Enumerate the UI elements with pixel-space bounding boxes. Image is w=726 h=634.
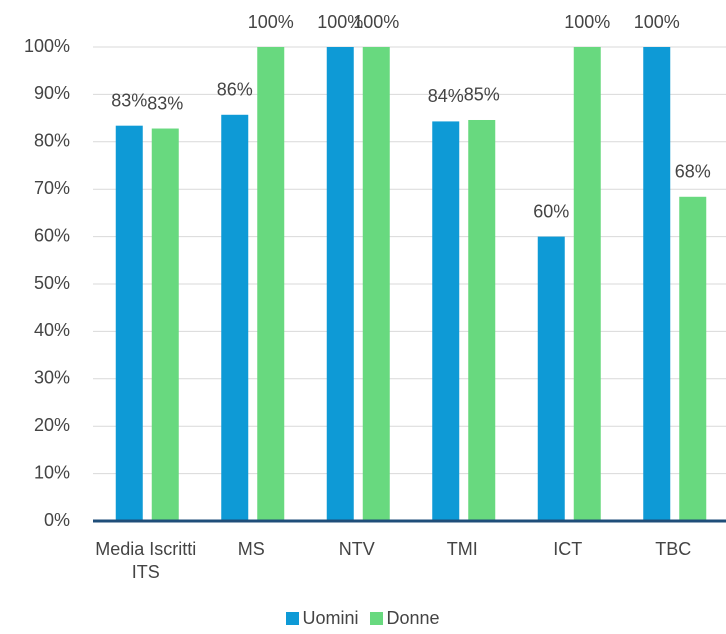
data-label: 68% <box>675 162 711 182</box>
bar <box>362 47 390 521</box>
data-label: 100% <box>248 12 294 32</box>
legend-swatch <box>370 612 384 625</box>
data-label: 100% <box>353 12 399 32</box>
bar <box>679 196 707 521</box>
bar <box>432 121 460 521</box>
y-tick-label: 10% <box>34 462 70 482</box>
y-tick-label: 100% <box>24 36 70 56</box>
data-label: 100% <box>634 12 680 32</box>
x-tick-label: Media Iscritti ITS <box>95 539 197 582</box>
y-tick-label: 20% <box>34 415 70 435</box>
y-tick-label: 50% <box>34 273 70 293</box>
y-tick-label: 30% <box>34 368 70 388</box>
bar <box>573 47 601 521</box>
data-label: 83% <box>147 93 183 113</box>
bar <box>221 114 249 522</box>
legend: Uomini Donne <box>0 608 726 629</box>
bar <box>115 125 143 522</box>
x-tick-label: MS <box>237 539 265 559</box>
legend-item: Uomini <box>286 608 358 629</box>
bar <box>257 47 285 521</box>
y-tick-label: 0% <box>44 510 70 530</box>
data-label: 83% <box>111 90 147 110</box>
legend-label: Uomini <box>302 608 359 628</box>
data-label: 86% <box>217 80 253 100</box>
bar <box>151 128 179 521</box>
data-label: 60% <box>533 201 569 221</box>
bar <box>643 47 671 521</box>
legend-label: Donne <box>386 608 440 628</box>
x-tick-label: NTV <box>338 539 375 559</box>
bar <box>468 119 496 521</box>
y-tick-label: 90% <box>34 83 70 103</box>
data-label: 84% <box>428 86 464 106</box>
data-label: 85% <box>464 85 500 105</box>
y-tick-label: 40% <box>34 320 70 340</box>
bar <box>537 236 565 521</box>
y-tick-label: 80% <box>34 131 70 151</box>
legend-item: Donne <box>370 608 440 629</box>
x-tick-label: TMI <box>446 539 478 559</box>
data-label: 100% <box>317 12 363 32</box>
x-tick-label: TBC <box>655 539 692 559</box>
bar <box>326 47 354 521</box>
data-label: 100% <box>564 12 610 32</box>
x-tick-label: ICT <box>553 539 583 559</box>
y-tick-label: 70% <box>34 178 70 198</box>
legend-swatch <box>286 612 300 625</box>
y-tick-label: 60% <box>34 225 70 245</box>
